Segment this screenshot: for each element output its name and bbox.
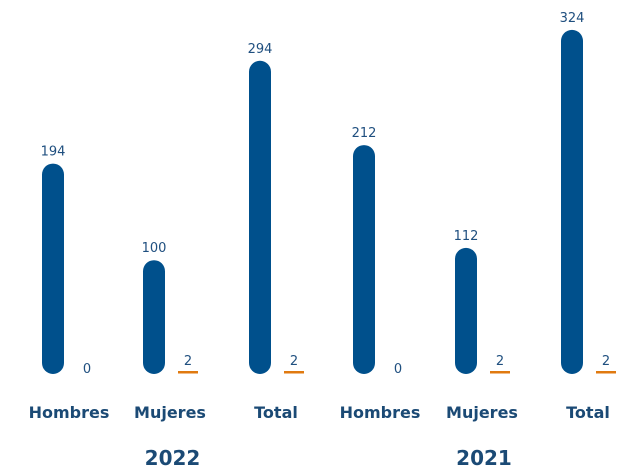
category-label-2022-total: Total <box>254 403 298 422</box>
category-label-2022-mujeres: Mujeres <box>134 403 206 422</box>
bar-2022-total-secondary <box>284 371 304 374</box>
data-label-2022-total-secondary: 2 <box>290 354 298 369</box>
data-label-2022-mujeres-secondary: 2 <box>184 354 192 369</box>
category-label-2021-hombres: Hombres <box>340 403 421 422</box>
category-label-2022-hombres: Hombres <box>29 403 110 422</box>
bar-2022-hombres-primary <box>42 163 64 374</box>
group-label-2022: 2022 <box>145 446 201 470</box>
bar-2022-mujeres-secondary <box>178 371 198 374</box>
data-label-2021-total-secondary: 2 <box>602 354 610 369</box>
data-label-2021-total-primary: 324 <box>560 11 585 26</box>
data-label-2021-mujeres-primary: 112 <box>454 229 479 244</box>
data-label-2021-hombres-secondary: 0 <box>394 362 402 377</box>
data-label-2022-hombres-primary: 194 <box>41 145 66 160</box>
bar-2022-total-primary <box>249 60 271 374</box>
category-label-2021-total: Total <box>566 403 610 422</box>
group-label-2021: 2021 <box>456 446 512 470</box>
bar-2021-mujeres-primary <box>455 247 477 374</box>
bar-2021-hombres-primary <box>353 145 375 374</box>
bar-2021-total-primary <box>561 29 583 374</box>
data-label-2022-hombres-secondary: 0 <box>83 362 91 377</box>
category-label-2021-mujeres: Mujeres <box>446 403 518 422</box>
data-label-2022-total-primary: 294 <box>248 42 273 57</box>
data-label-2022-mujeres-primary: 100 <box>142 241 167 256</box>
bar-2021-mujeres-secondary <box>490 371 510 374</box>
bar-2022-mujeres-primary <box>143 260 165 374</box>
data-label-2021-hombres-primary: 212 <box>352 126 377 141</box>
bar-2021-total-secondary <box>596 371 616 374</box>
data-label-2021-mujeres-secondary: 2 <box>496 354 504 369</box>
